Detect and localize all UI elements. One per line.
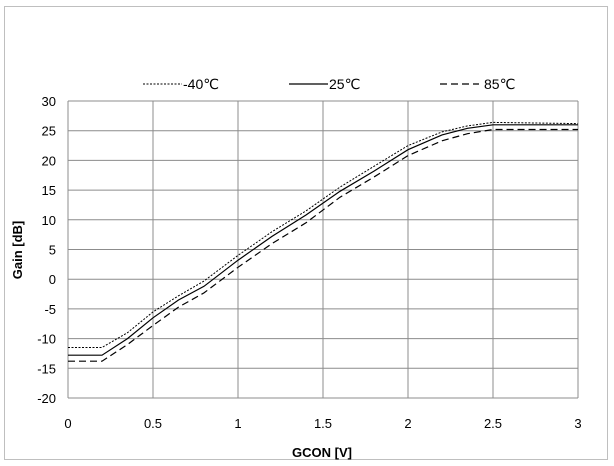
y-tick-label: -20 <box>37 391 56 406</box>
y-tick-label: -5 <box>44 302 56 317</box>
y-tick-label: -15 <box>37 361 56 376</box>
x-tick-label: 1 <box>234 416 241 431</box>
legend: -40℃ 25℃ 85℃ <box>143 76 515 92</box>
y-tick-label: 15 <box>42 183 56 198</box>
x-tick-label: 0 <box>64 416 71 431</box>
y-tick-label: 25 <box>42 124 56 139</box>
legend-label-85: 85℃ <box>484 76 515 92</box>
y-tick-label: 10 <box>42 213 56 228</box>
x-tick-label: 0.5 <box>144 416 162 431</box>
x-tick-label: 2 <box>404 416 411 431</box>
chart-frame <box>4 6 608 460</box>
legend-label-25: 25℃ <box>329 76 360 92</box>
series-layer <box>68 121 579 362</box>
y-tick-labels: 30 25 20 15 10 5 0 -5 -10 -15 -20 <box>37 94 56 406</box>
x-axis-title: GCON [V] <box>292 445 352 460</box>
x-tick-labels: 0 0.5 1 1.5 2 2.5 3 <box>64 416 581 431</box>
y-tick-label: 0 <box>49 272 56 287</box>
y-tick-label: 20 <box>42 153 56 168</box>
series-line-2 <box>68 128 578 362</box>
x-tick-label: 2.5 <box>484 416 502 431</box>
x-tick-label: 1.5 <box>314 416 332 431</box>
y-axis-title: Gain [dB] <box>10 221 25 280</box>
series-line-0 <box>68 121 579 348</box>
legend-label-minus40: -40℃ <box>183 76 219 92</box>
y-tick-label: 30 <box>42 94 56 109</box>
x-tick-label: 3 <box>574 416 581 431</box>
y-tick-label: -10 <box>37 332 56 347</box>
y-tick-label: 5 <box>49 243 56 258</box>
series-line-1 <box>68 124 578 356</box>
grid <box>67 100 579 399</box>
